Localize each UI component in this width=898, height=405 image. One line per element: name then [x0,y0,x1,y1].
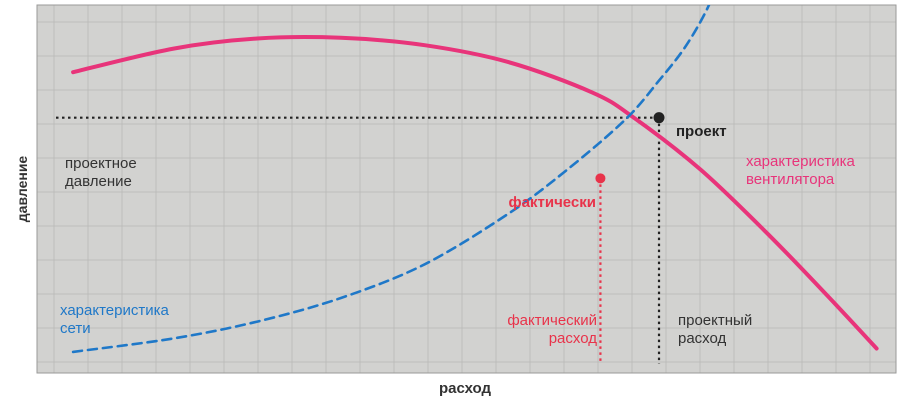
y-axis-label: давление [14,156,30,223]
fan-curve-label-line2: вентилятора [746,171,835,188]
point-markers [595,112,665,184]
system-curve-label-line2: сети [60,320,91,337]
actual-point-marker [595,173,606,184]
design-flow-label-line2: расход [678,330,727,347]
system-curve-label-line1: характеристика [60,302,169,319]
plot-border [36,4,897,374]
design-flow-label-line1: проектный [678,312,752,329]
guide-lines [56,116,661,364]
curves [71,5,879,354]
plot-background [37,5,896,373]
grid [37,5,896,373]
design-point-marker [653,112,665,124]
design-pressure-label-line1: проектное [65,155,137,172]
fan-curve-line [71,35,879,351]
actual-flow-label-line1: фактический [507,312,597,329]
fan-curve-label-line1: характеристика [746,153,855,170]
system-curve-line [71,5,711,354]
x-axis-label: расход [439,380,492,397]
actual-point-label: фактически [509,194,596,211]
design-pressure-label-line2: давление [65,173,132,190]
actual-flow-label-line2: расход [549,330,598,347]
design-point-label: проект [676,123,727,140]
